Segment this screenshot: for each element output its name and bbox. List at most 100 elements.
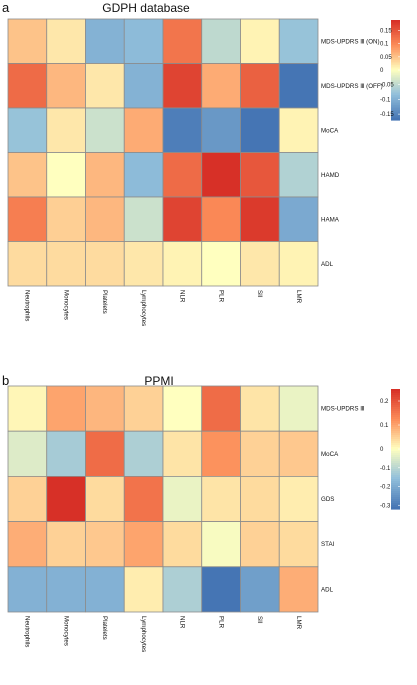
heatmap-cell [278, 385, 319, 432]
heatmap-cell [123, 63, 164, 109]
heatmap-cell [46, 385, 86, 432]
colorbar-slice [391, 429, 400, 432]
colorbar-slice [391, 423, 400, 426]
heatmap-cell [240, 521, 280, 568]
heatmap-cell [123, 18, 164, 64]
heatmap-cell [278, 475, 319, 522]
heatmap-cell [123, 152, 164, 198]
colorbar-slice [391, 76, 400, 79]
chart-title-b: PPMI [144, 374, 173, 388]
heatmap-cell [201, 385, 241, 432]
colorbar-slice [391, 459, 400, 462]
colorbar-slice [391, 435, 400, 438]
heatmap-cell [162, 107, 203, 153]
heatmap-cell [46, 63, 86, 109]
column-label: Neutrophils [24, 616, 31, 647]
column-label: Lymphocytes [140, 290, 147, 326]
colorbar-slice [391, 415, 400, 418]
colorbar-slice [391, 78, 400, 81]
colorbar-slice [391, 30, 400, 33]
heatmap-cell [7, 385, 48, 432]
colorbar-slice [391, 118, 400, 121]
heatmap-cell [201, 107, 241, 153]
colorbar-slice [391, 417, 400, 420]
row-labels-b: MDS-UPDRS Ⅲ MoCA GDS STAI ADL [321, 406, 364, 594]
colorbar-slice [391, 407, 400, 410]
colorbar-slice [391, 497, 400, 500]
heatmap-cell [85, 241, 125, 287]
colorbar-slice [391, 93, 400, 96]
column-label: LMR [295, 290, 302, 304]
colorbar-slice [391, 86, 400, 89]
colorbar-b: 0.2 0.1 0 -0.1 -0.2 -0.3 [380, 389, 400, 510]
colorbar-slice [391, 493, 400, 496]
panel-label-b: b [2, 373, 9, 388]
colorbar-slice [391, 50, 400, 53]
colorbar-tick-label: 0.15 [380, 29, 392, 35]
colorbar-slice [391, 41, 400, 44]
colorbar-tick-label: 0.1 [380, 42, 389, 48]
colorbar-slice [391, 479, 400, 482]
colorbar-slice [391, 503, 400, 506]
heatmap-cell [240, 18, 280, 64]
heatmap-cell [7, 241, 48, 287]
colorbar-slice [391, 40, 400, 43]
heatmap-cell [46, 475, 86, 522]
colorbar-slice [391, 31, 400, 34]
heatmap-cell [240, 241, 280, 287]
colorbar-slice [391, 56, 400, 59]
colorbar-slice [391, 419, 400, 422]
colorbar-slice [391, 21, 400, 24]
colorbar-slice [391, 409, 400, 412]
colorbar-slice [391, 106, 400, 109]
colorbar-slice [391, 98, 400, 101]
colorbar-slice [391, 447, 400, 450]
colorbar-tick-label: -0.05 [380, 83, 394, 89]
row-labels-a: MDS-UPDRS Ⅲ (ON) MDS-UPDRS Ⅲ (OFF) MoCA HAM… [321, 38, 383, 268]
colorbar-tick-label: -0.3 [380, 503, 391, 509]
colorbar-slice [391, 403, 400, 406]
column-label: NLR [179, 290, 186, 303]
heatmap-cell [278, 521, 319, 568]
heatmap-cell [201, 430, 241, 477]
colorbar-slice [391, 90, 400, 93]
colorbar-slice [391, 441, 400, 444]
heatmap-cell [85, 521, 125, 568]
heatmap-cell [240, 566, 280, 613]
colorbar-slice [391, 81, 400, 84]
heatmap-cell [46, 521, 86, 568]
heatmap-cell [162, 196, 203, 242]
colorbar-slice [391, 401, 400, 404]
colorbar-slice [391, 100, 400, 103]
column-labels-a: Neutrophils Monocytes Platelets Lymphocytes… [24, 290, 302, 326]
heatmap-cell [46, 430, 86, 477]
colorbar-slice [391, 505, 400, 508]
column-label: NLR [179, 616, 186, 629]
column-label: Lymphocytes [140, 616, 147, 652]
colorbar-slice [391, 101, 400, 104]
column-label: LMR [295, 616, 302, 630]
heatmap-cell [85, 152, 125, 198]
heatmap-cell [7, 430, 48, 477]
colorbar-slice [391, 111, 400, 114]
row-label: GDS [321, 496, 334, 503]
colorbar-slice [391, 443, 400, 446]
heatmap-panel-a: a GDPH database MDS-UPDRS Ⅲ (ON)MDS-UPDR… [2, 0, 400, 326]
colorbar-tick-label: 0.2 [380, 399, 389, 405]
heatmap-cell [7, 196, 48, 242]
colorbar-slice [391, 467, 400, 470]
colorbar-slice [391, 20, 400, 23]
colorbar-slice [391, 457, 400, 460]
column-label: Platelets [101, 290, 108, 314]
row-label: MoCA [321, 451, 339, 458]
heatmap-cell [201, 566, 241, 613]
row-label: MDS-UPDRS Ⅲ (ON) [321, 38, 380, 45]
colorbar-slice [391, 115, 400, 118]
colorbar-slice [391, 48, 400, 51]
colorbar-slice [391, 481, 400, 484]
colorbar-slice [391, 421, 400, 424]
heatmap-cell [123, 521, 164, 568]
colorbar-slice [391, 495, 400, 498]
colorbar-slice [391, 453, 400, 456]
heatmap-cell [201, 152, 241, 198]
